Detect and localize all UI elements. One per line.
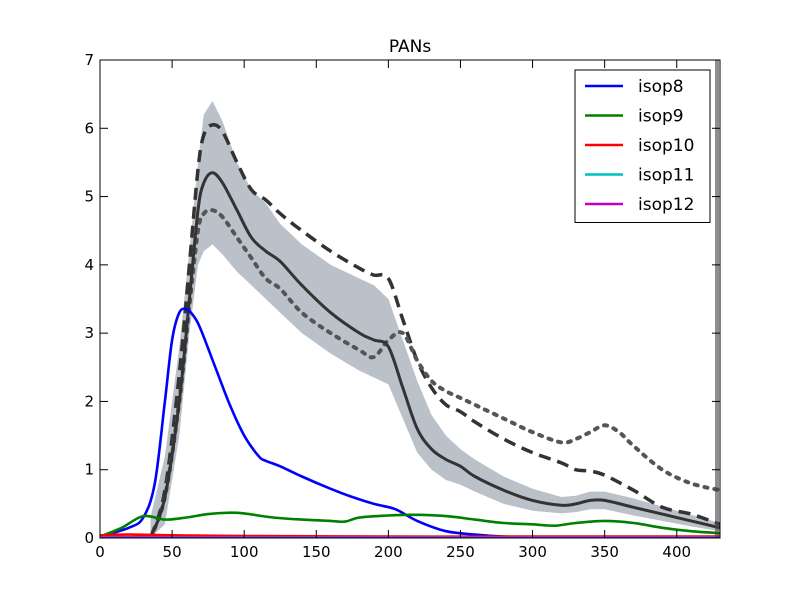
x-tick-label-100: 100 — [230, 543, 259, 561]
y-tick-label-2: 2 — [84, 392, 94, 410]
y-tick-label-5: 5 — [84, 188, 94, 206]
chart-title: PANs — [389, 37, 432, 57]
y-tick-label-0: 0 — [84, 529, 94, 547]
plot-series-group — [100, 101, 720, 538]
x-tick-label-0: 0 — [95, 543, 105, 561]
legend-label-isop10: isop10 — [638, 136, 694, 156]
legend-label-isop11: isop11 — [638, 166, 694, 186]
legend-label-isop9: isop9 — [638, 107, 684, 127]
observation-mean-line — [149, 171, 720, 538]
y-tick-label-1: 1 — [84, 461, 94, 479]
plot-area — [100, 101, 720, 538]
y-tick-label-7: 7 — [84, 51, 94, 69]
legend-label-isop8: isop8 — [638, 77, 684, 97]
x-tick-label-50: 50 — [163, 543, 182, 561]
x-tick-label-300: 300 — [518, 543, 547, 561]
y-tick-label-3: 3 — [84, 324, 94, 342]
observation-dashed-line — [148, 123, 720, 538]
plot-frame — [99, 59, 721, 539]
y-tick-label-6: 6 — [84, 119, 94, 137]
y-tick-label-4: 4 — [84, 256, 94, 274]
series-line-isop9 — [100, 511, 720, 538]
series-line-isop8 — [100, 307, 533, 538]
x-tick-label-400: 400 — [662, 543, 691, 561]
x-tick-label-200: 200 — [374, 543, 403, 561]
legend-label-isop12: isop12 — [638, 195, 694, 215]
legend: isop8 isop9 isop10 isop11 isop12 — [574, 69, 711, 223]
x-tick-label-150: 150 — [302, 543, 331, 561]
observation-dotted-line — [148, 208, 720, 538]
axes: 0 50 100 150 200 250 300 350 400 0 1 2 3 4 5 6 7 — [84, 51, 721, 561]
x-tick-label-250: 250 — [446, 543, 475, 561]
x-tick-label-350: 350 — [590, 543, 619, 561]
